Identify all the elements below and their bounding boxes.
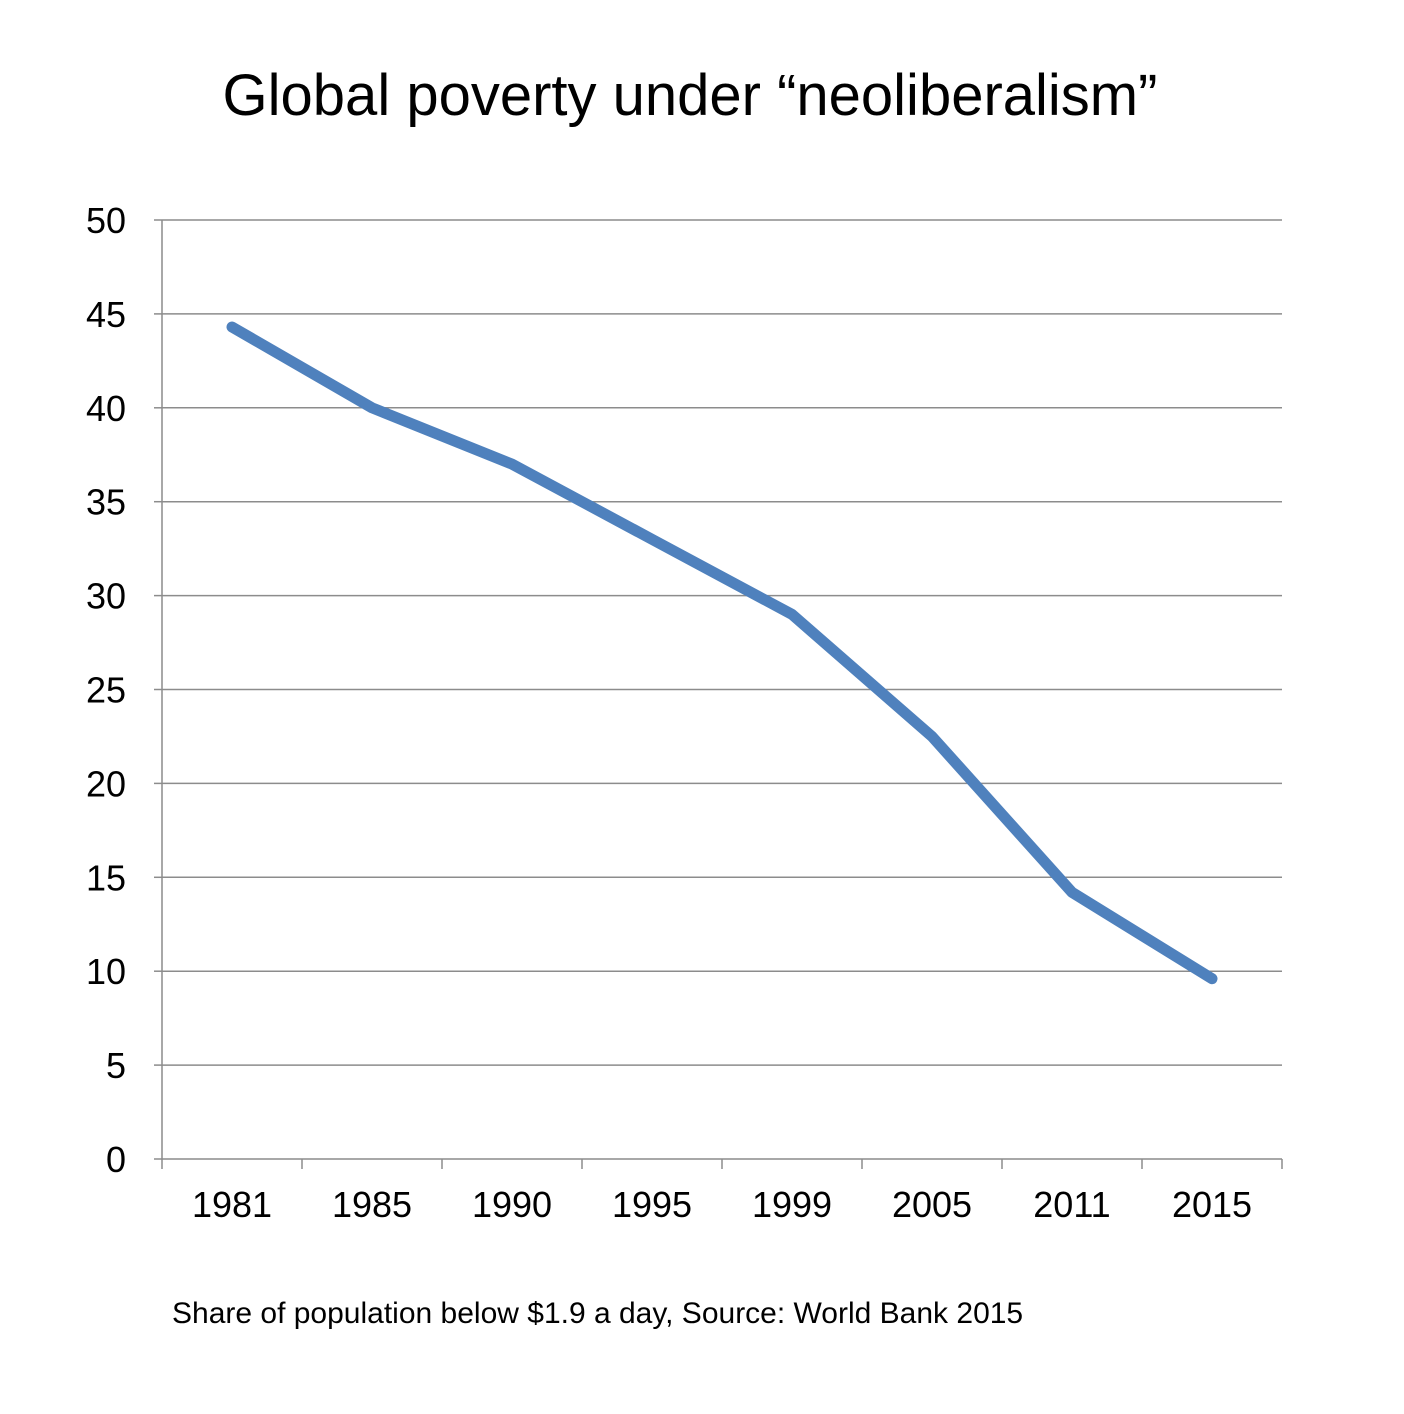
axes: [154, 219, 1283, 1169]
gridlines: [162, 219, 1282, 1066]
x-tick-label-1985: 1985: [332, 1184, 412, 1225]
y-axis-tick-labels: 0 5 10 15 20 25 30 35 40 45 50: [86, 200, 126, 1180]
x-tick-label-2011: 2011: [1033, 1184, 1110, 1225]
data-series: [226, 321, 1218, 985]
x-tick-label-1990: 1990: [472, 1184, 552, 1225]
x-tick-label-2015: 2015: [1172, 1184, 1252, 1225]
x-tick-label-1999: 1999: [752, 1184, 832, 1225]
x-axis-tick-labels: 1981 1985 1990 1995 1999 2005 2011 2015: [192, 1184, 1252, 1225]
x-tick-label-2005: 2005: [892, 1184, 972, 1225]
y-tick-label-10: 10: [86, 951, 126, 992]
y-tick-label-0: 0: [106, 1139, 126, 1180]
y-tick-label-40: 40: [86, 388, 126, 429]
y-tick-label-45: 45: [86, 294, 126, 335]
y-tick-label-35: 35: [86, 482, 126, 523]
chart-title: Global poverty under “neoliberalism”: [223, 63, 1158, 128]
x-tick-label-1981: 1981: [192, 1184, 272, 1225]
y-tick-label-20: 20: [86, 763, 126, 804]
y-tick-label-5: 5: [106, 1045, 126, 1086]
y-tick-label-25: 25: [86, 670, 126, 711]
chart-caption: Share of population below $1.9 a day, So…: [172, 1297, 1023, 1330]
y-tick-label-50: 50: [86, 200, 126, 241]
y-tick-label-30: 30: [86, 576, 126, 617]
series-line-0: [226, 321, 1218, 985]
x-tick-label-1995: 1995: [612, 1184, 692, 1225]
y-tick-label-15: 15: [86, 857, 126, 898]
